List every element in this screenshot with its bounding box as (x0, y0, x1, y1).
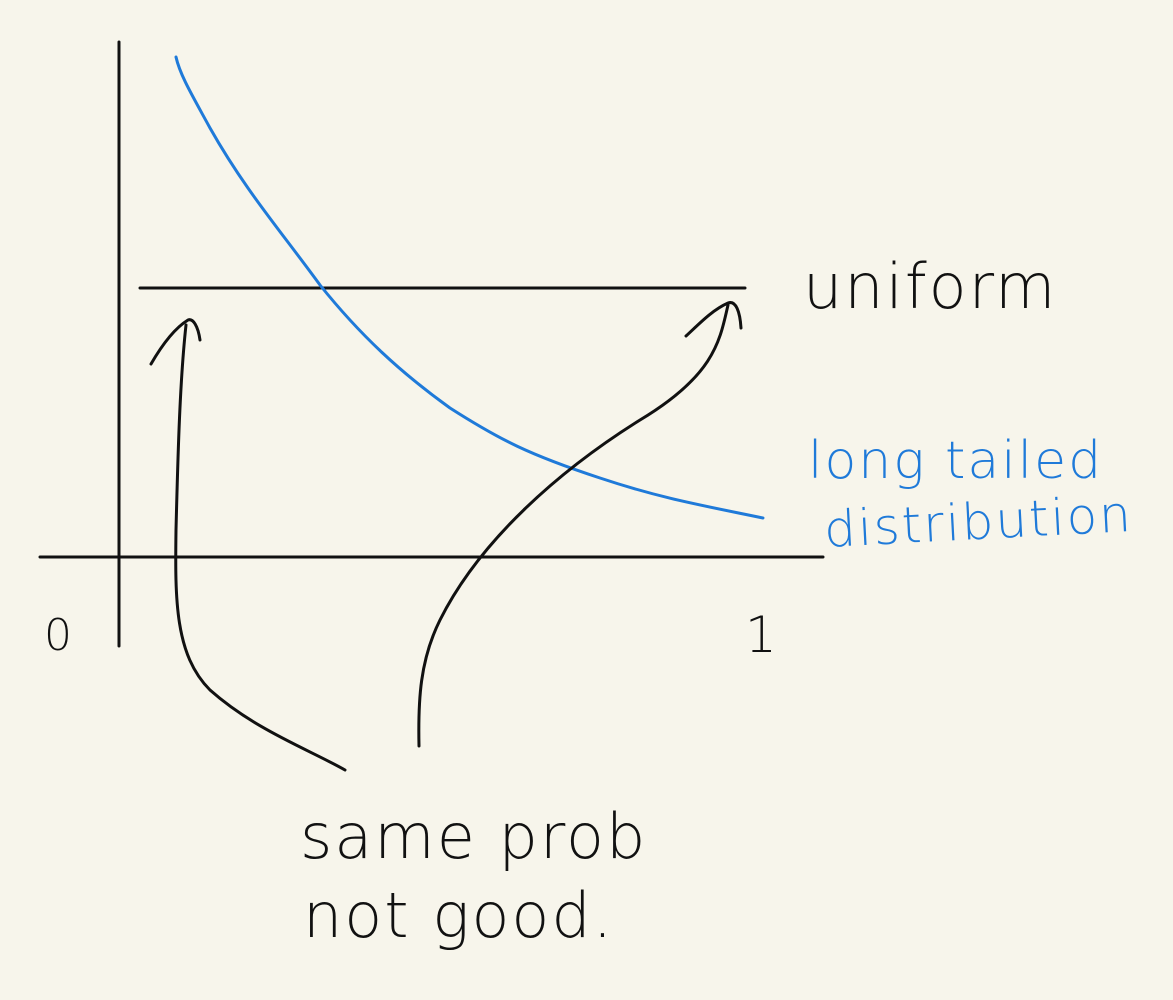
note-line1: same prob (300, 800, 647, 873)
right-arrow (417, 303, 730, 748)
right-arrowhead (684, 301, 743, 338)
note-line2: not good. (303, 879, 614, 952)
left-arrow (174, 323, 347, 772)
x-end-label: 1 (745, 606, 779, 664)
long-tailed-curve (174, 55, 765, 520)
origin-label: 0 (44, 610, 74, 661)
uniform-label: uniform (803, 250, 1057, 323)
long-tailed-label-line1: long tailed (808, 431, 1103, 491)
long-tailed-label-line2: distribution (823, 485, 1135, 559)
left-arrowhead (149, 318, 202, 366)
